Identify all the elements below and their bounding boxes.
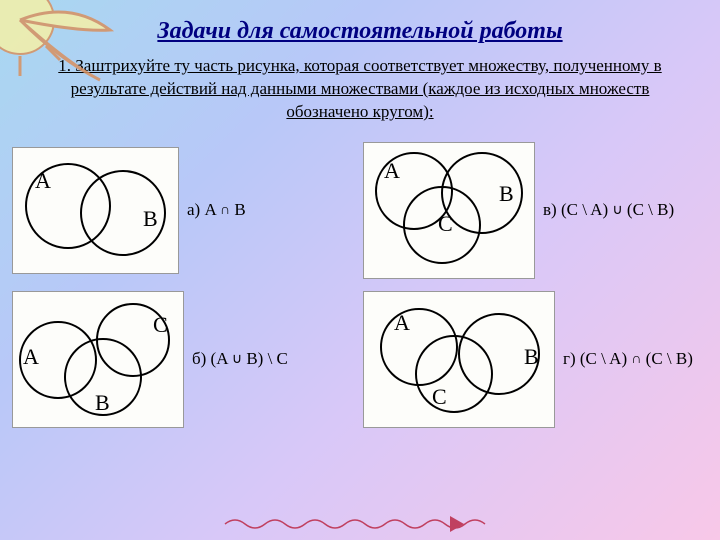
intersect-icon: ∩ xyxy=(220,201,230,217)
svg-text:C: C xyxy=(153,312,168,337)
formula-v: в) (C \ A) ∪ (C \ B) xyxy=(543,200,674,220)
svg-text:B: B xyxy=(499,181,514,206)
formula-a-prefix: а) A xyxy=(187,200,220,219)
union-icon: ∪ xyxy=(612,201,622,217)
diagram-v: A B C xyxy=(363,142,535,279)
diagram-b: A B C xyxy=(12,291,184,428)
sun-decoration xyxy=(0,0,120,120)
formula-a: а) A ∩ B xyxy=(187,200,246,220)
formula-v-prefix: в) (C \ A) xyxy=(543,200,612,219)
svg-text:A: A xyxy=(394,310,410,335)
svg-text:A: A xyxy=(35,168,51,193)
cell-b: A B C б) (A ∪ B) \ C xyxy=(12,291,357,428)
formula-b: б) (A ∪ B) \ C xyxy=(192,349,288,369)
svg-text:A: A xyxy=(23,344,39,369)
cell-a: AB а) A ∩ B xyxy=(12,142,357,279)
formula-g-suffix: (C \ B) xyxy=(641,349,692,368)
wave-decoration xyxy=(220,512,500,532)
cell-g: A B C г) (C \ A) ∩ (C \ B) xyxy=(363,291,708,428)
union-icon: ∪ xyxy=(232,350,242,366)
svg-text:B: B xyxy=(95,390,110,415)
diagram-g: A B C xyxy=(363,291,555,428)
cell-v: A B C в) (C \ A) ∪ (C \ B) xyxy=(363,142,708,279)
svg-text:B: B xyxy=(524,344,539,369)
formula-b-suffix: B) \ C xyxy=(242,349,288,368)
formula-g-prefix: г) (C \ A) xyxy=(563,349,631,368)
formula-b-prefix: б) (A xyxy=(192,349,232,368)
formula-a-suffix: B xyxy=(230,200,246,219)
formula-g: г) (C \ A) ∩ (C \ B) xyxy=(563,349,693,369)
diagram-a: AB xyxy=(12,147,179,274)
svg-text:C: C xyxy=(438,211,453,236)
svg-text:B: B xyxy=(143,206,158,231)
svg-text:C: C xyxy=(432,384,447,409)
formula-v-suffix: (C \ B) xyxy=(623,200,674,219)
svg-text:A: A xyxy=(384,158,400,183)
diagram-grid: AB а) A ∩ B ABC в) (C \ A) ∪ (C \ B) ABC… xyxy=(0,142,720,438)
intersect-icon: ∩ xyxy=(631,350,641,366)
task-description: 1. Заштрихуйте ту часть рисунка, которая… xyxy=(40,55,680,124)
